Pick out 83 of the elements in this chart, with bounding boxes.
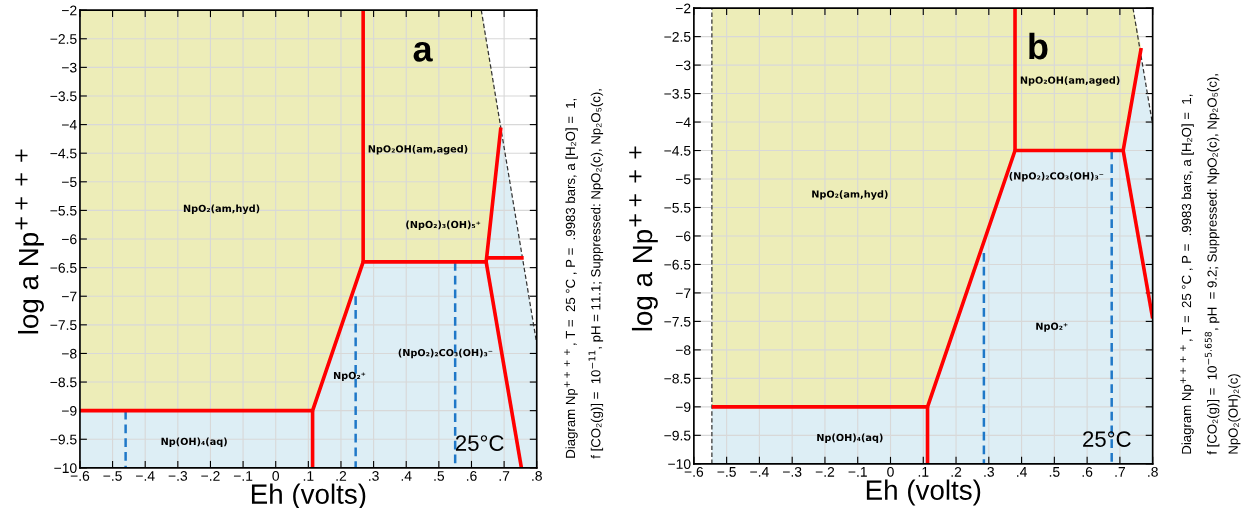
y-tick-label: −6.5 <box>664 259 691 270</box>
x-tick-label: .5 <box>434 471 445 481</box>
y-tick-label: −6.5 <box>50 262 77 273</box>
annotation: Np(OH)₄(aq) <box>161 437 227 447</box>
x-tick-label: .1 <box>303 471 314 481</box>
annotation: (NpO₂)₂CO₃(OH)₃⁻ <box>398 348 493 359</box>
x-tick-label: −.5 <box>717 467 736 477</box>
text: b <box>1029 32 1048 60</box>
annotation: (NpO₂)₃(OH)₅⁺ <box>406 220 481 230</box>
y-tick-label: −6 <box>62 234 77 245</box>
annotation: NpO₂⁺ <box>333 371 366 382</box>
y-tick-label: −7 <box>62 291 77 302</box>
x-tick-label: .4 <box>1017 467 1027 477</box>
annotation: NpO₂OH(am,aged) <box>1020 76 1120 86</box>
x-tick-label: −.2 <box>201 471 220 481</box>
annotation: (NpO₂)₂CO₃(OH)₃⁻ <box>1009 172 1104 182</box>
y-tick-label: −2.5 <box>50 34 77 44</box>
x-tick-label: −.3 <box>168 471 188 481</box>
x-tick-label: .4 <box>401 471 412 481</box>
x-tick-label: .2 <box>336 471 347 481</box>
y-tick-label: −4 <box>62 120 77 130</box>
x-tick-label: .7 <box>499 471 510 481</box>
annotation: NpO₂(am,hyd) <box>812 190 888 200</box>
annotation: Np(OH)₄(aq) <box>817 433 883 443</box>
y-tick-label: −3 <box>62 62 77 73</box>
x-tick-label: 0 <box>272 471 280 481</box>
x-tick-label: .8 <box>532 471 542 481</box>
y-tick-label: −4.5 <box>50 148 77 159</box>
annotation: NpO₂OH(am,aged) <box>368 145 468 155</box>
y-tick-label: −9 <box>675 402 691 413</box>
y-tick-label: −4 <box>675 117 691 128</box>
x-axis-title: Eh (volts) <box>866 479 981 506</box>
y-tick-label: −10 <box>54 463 77 474</box>
y-tick-label: −2 <box>62 5 77 16</box>
y-tick-label: −5 <box>675 174 691 185</box>
y-tick-label: −9.5 <box>664 430 691 441</box>
y-tick-label: −2.5 <box>664 31 691 42</box>
x-tick-label: .1 <box>918 467 929 477</box>
y-axis-title: log a Np$^{++++}$ <box>629 146 658 331</box>
x-tick-label: −.1 <box>848 467 867 477</box>
x-tick-label: .3 <box>369 471 379 481</box>
y-tick-label: −3 <box>675 60 691 71</box>
annotation: NpO₂(am,hyd) <box>183 204 260 215</box>
y-tick-label: −7.5 <box>50 320 77 330</box>
y-tick-label: −10 <box>668 459 691 469</box>
x-tick-label: .7 <box>1115 467 1125 477</box>
y-tick-label: −9.5 <box>50 434 77 445</box>
y-tick-label: −8.5 <box>50 377 77 388</box>
y-tick-label: −8.5 <box>664 373 691 384</box>
x-tick-label: .2 <box>951 466 962 477</box>
y-tick-label: −5.5 <box>664 202 691 213</box>
x-tick-label: −.4 <box>136 471 155 481</box>
y-tick-label: −7 <box>675 288 691 298</box>
annotation: NpO₂⁺ <box>1036 322 1068 332</box>
x-tick-label: .6 <box>1082 466 1093 477</box>
text: Diagram Np$^{++++}$, T = 25 °C , P = .9983 bars, a [H₂O] = 1, f [CO₂(g)] = 10$^{−11}$, pH = 11.1; Suppressed: NpO₂(c), Np₂O₅(c), <box>564 89 604 459</box>
x-tick-label: 0 <box>887 466 894 477</box>
y-tick-label: −6 <box>675 231 691 242</box>
x-tick-label: −.4 <box>750 467 769 477</box>
x-tick-label: −.1 <box>233 471 253 481</box>
y-tick-label: −7.5 <box>664 316 691 327</box>
y-tick-label: −9 <box>62 405 77 416</box>
x-tick-label: −.2 <box>815 466 835 477</box>
text: a <box>413 41 433 62</box>
x-tick-label: −.3 <box>783 466 802 477</box>
y-tick-label: −3.5 <box>664 88 691 99</box>
x-tick-label: −.5 <box>103 471 122 481</box>
y-tick-label: −5.5 <box>50 205 77 216</box>
y-tick-label: −8 <box>675 345 691 356</box>
y-tick-label: −2 <box>675 3 691 14</box>
x-tick-label: .5 <box>1049 467 1060 477</box>
y-tick-label: −3.5 <box>50 91 77 102</box>
annotation: 25°C <box>455 435 504 451</box>
text: Diagram Np$^{++++}$, T = 25 °C , P = .9983 bars, a [H₂O] = 1, f [CO₂(g)] = 10$^{−5.658}$, pH = 9.2; Suppressed: NpO₂(c), Np₂O₅(c), NpO₂(OH)₂(c) <box>1180 74 1241 455</box>
y-tick-label: −5 <box>62 177 77 187</box>
annotation: 25°C <box>1083 431 1131 447</box>
x-tick-label: .6 <box>466 471 477 481</box>
y-axis-title: log a Np$^{++++}$ <box>15 149 44 334</box>
y-tick-label: −8 <box>62 348 77 359</box>
x-tick-label: .3 <box>984 466 994 477</box>
x-tick-label: .8 <box>1148 466 1158 477</box>
x-tick-label: −.6 <box>70 471 90 481</box>
y-tick-label: −4.5 <box>664 146 691 156</box>
